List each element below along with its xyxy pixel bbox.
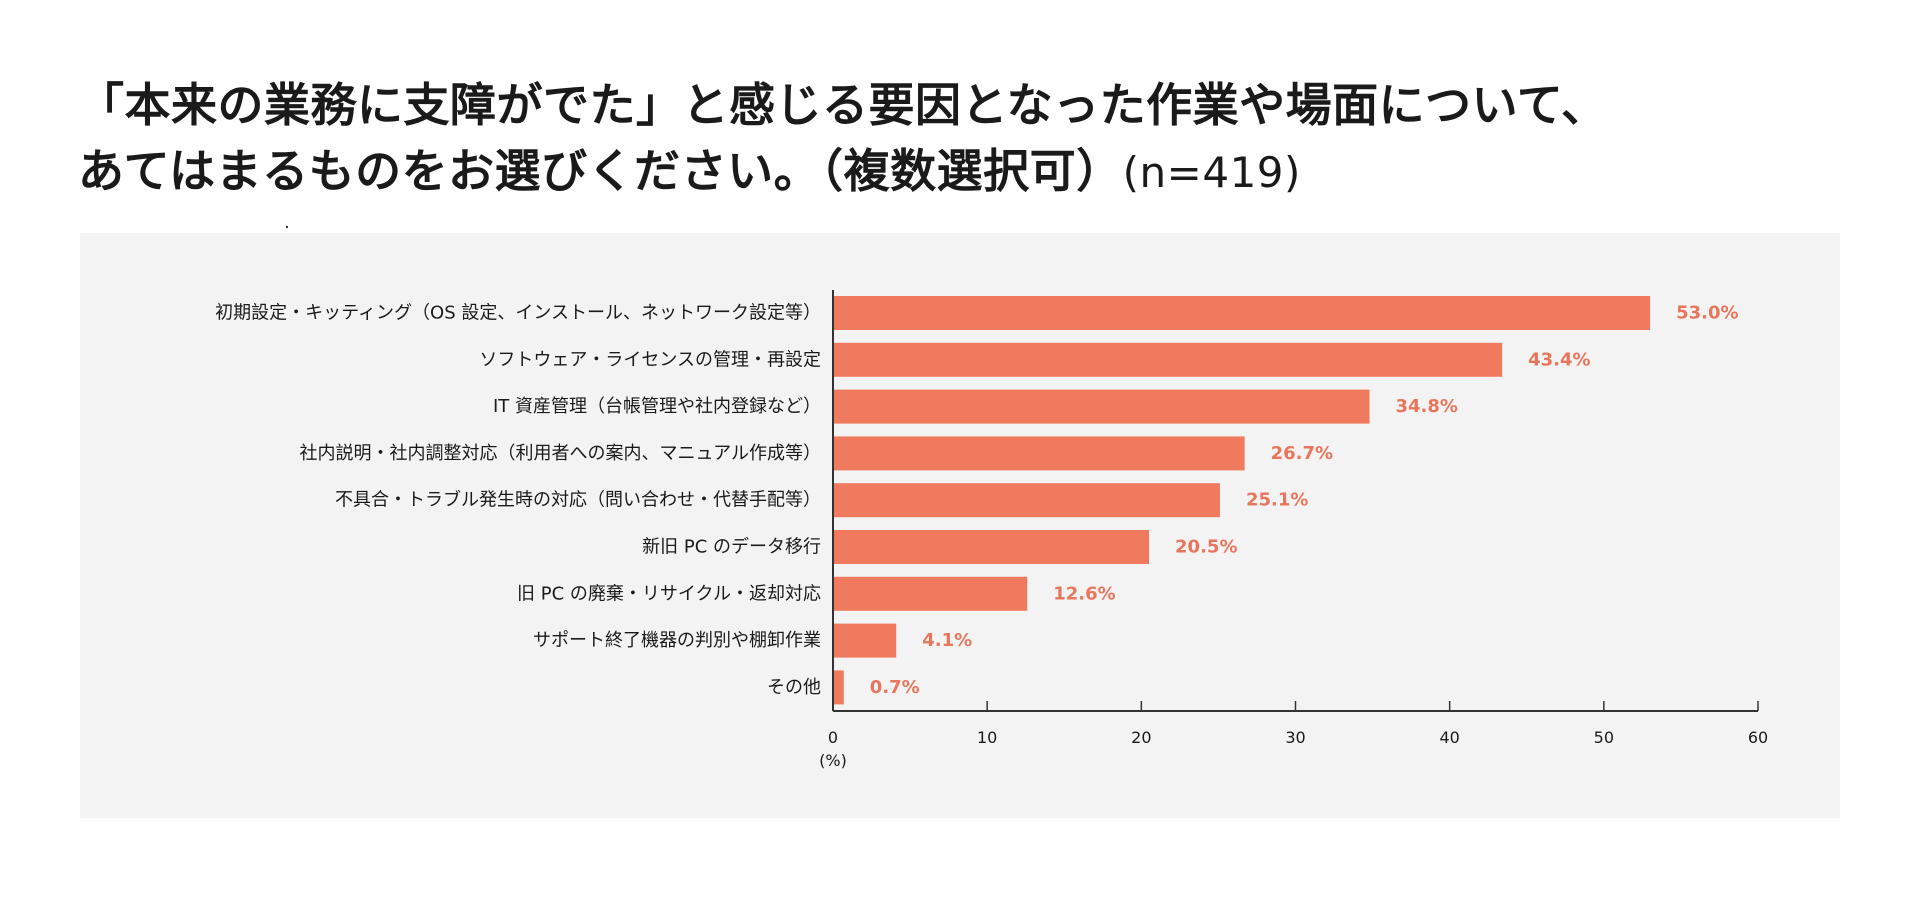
x-tick-label: 30 [1285,728,1305,747]
value-label: 0.7% [870,677,920,698]
value-label: 43.4% [1528,349,1590,370]
category-label: ソフトウェア・ライセンスの管理・再設定 [479,349,821,370]
value-label: 53.0% [1676,303,1738,324]
bar [833,483,1220,518]
x-tick-label: 40 [1439,728,1459,747]
bar [833,623,897,658]
bar [833,436,1245,471]
category-label: 社内説明・社内調整対応（利用者への案内、マニュアル作成等） [300,443,821,464]
category-label: 初期設定・キッティング（OS 設定、インストール、ネットワーク設定等） [215,303,821,324]
category-label: IT 資産管理（台帳管理や社内登録など） [493,396,821,417]
bar [833,530,1150,564]
x-tick-label: 0 [828,728,838,747]
value-label: 4.1% [922,630,972,651]
x-tick-label: 50 [1594,728,1614,747]
value-label: 12.6% [1053,583,1115,604]
sample-size: (n=419) [1122,148,1301,197]
category-label: 新旧 PC のデータ移行 [642,537,821,558]
category-label: 旧 PC の廃棄・リサイクル・返却対応 [517,583,821,604]
value-label: 25.1% [1246,490,1308,511]
category-label: サポート終了機器の判別や棚卸作業 [533,630,821,651]
value-label: 20.5% [1175,537,1237,558]
category-label: その他 [767,677,821,698]
x-tick-label: 10 [977,728,997,747]
value-label: 34.8% [1396,396,1458,417]
bar [833,670,844,705]
bar [833,296,1651,330]
x-axis-unit: (%) [819,751,847,770]
title-line-2: あてはまるものをお選びください。（複数選択可） [78,144,1123,198]
stray-dot [286,226,288,228]
x-tick-label: 20 [1131,728,1151,747]
title-line-1: 「本来の業務に支障がでた」と感じる要因となった作業や場面について、 [78,78,1608,132]
bar [833,342,1503,377]
chart-panel [80,233,1840,818]
value-label: 26.7% [1271,443,1333,464]
x-tick-label: 60 [1748,728,1768,747]
bar [833,389,1370,424]
chart-title: 「本来の業務に支障がでた」と感じる要因となった作業や場面について、 あてはまるも… [78,72,1607,206]
bar [833,576,1028,611]
category-label: 不具合・トラブル発生時の対応（問い合わせ・代替手配等） [335,489,821,511]
